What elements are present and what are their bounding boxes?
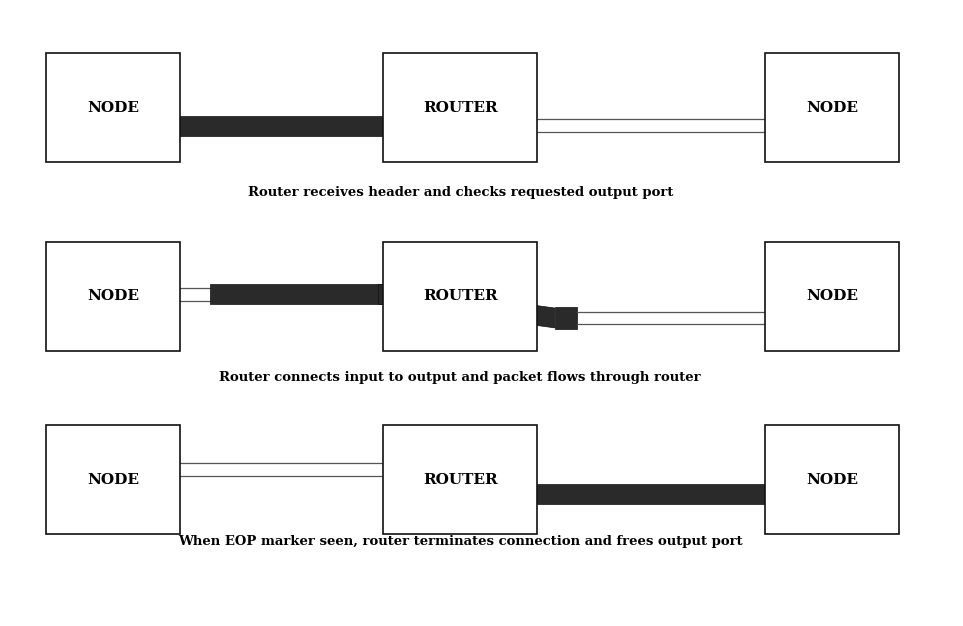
Bar <box>383 425 537 534</box>
Bar <box>46 53 180 162</box>
Bar <box>765 242 898 351</box>
Bar <box>765 53 898 162</box>
Bar <box>180 116 468 136</box>
Bar <box>555 307 577 329</box>
Text: NODE: NODE <box>88 101 140 115</box>
Bar <box>46 425 180 534</box>
Bar <box>46 242 180 351</box>
Text: NODE: NODE <box>806 289 858 303</box>
Text: NODE: NODE <box>806 101 858 115</box>
Text: Router connects input to output and packet flows through router: Router connects input to output and pack… <box>220 371 701 384</box>
Text: NODE: NODE <box>88 473 140 486</box>
Text: NODE: NODE <box>806 473 858 486</box>
Text: ROUTER: ROUTER <box>423 473 498 486</box>
Polygon shape <box>378 284 555 328</box>
Bar <box>383 242 537 351</box>
Text: ROUTER: ROUTER <box>423 101 498 115</box>
Bar <box>765 425 898 534</box>
Bar <box>537 485 881 505</box>
Text: Router receives header and checks requested output port: Router receives header and checks reques… <box>247 185 673 198</box>
Bar <box>210 284 388 304</box>
Bar <box>383 53 537 162</box>
Text: ROUTER: ROUTER <box>423 289 498 303</box>
Text: NODE: NODE <box>88 289 140 303</box>
Text: When EOP marker seen, router terminates connection and frees output port: When EOP marker seen, router terminates … <box>178 535 742 548</box>
